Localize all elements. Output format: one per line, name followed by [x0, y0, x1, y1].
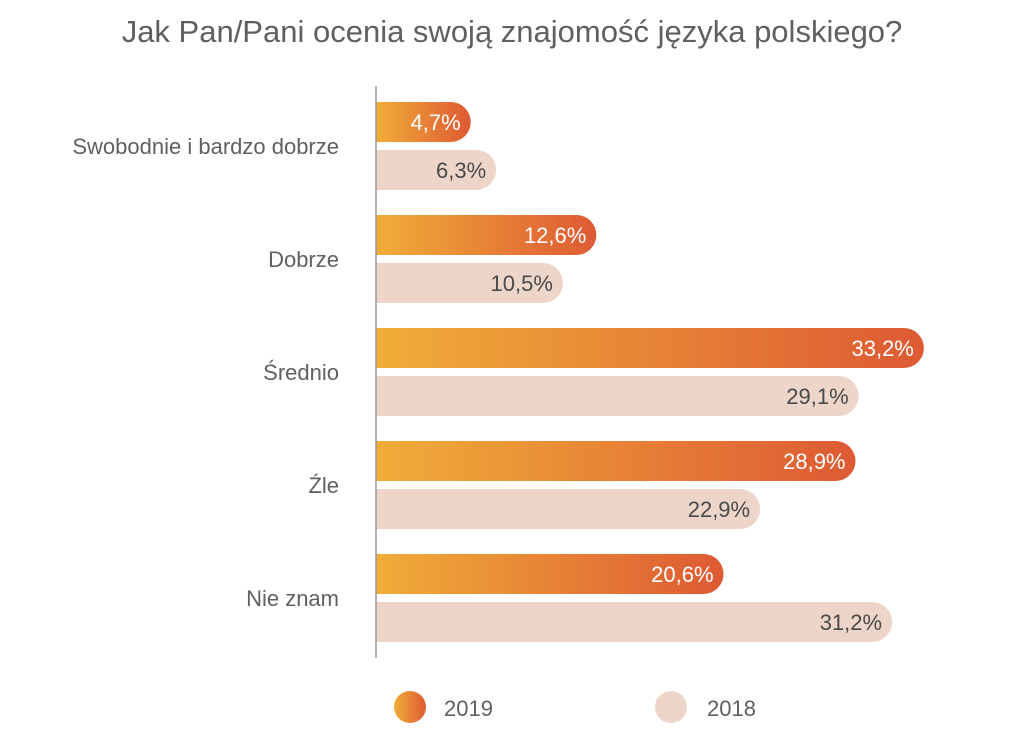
category-labels: Swobodnie i bardzo dobrze Dobrze Średnio Źl…	[72, 134, 339, 611]
category-label-nie-znam: Nie znam	[246, 586, 339, 611]
bar-2019-swobodnie-i-bardzo-dobrze	[376, 102, 471, 142]
value-label-2018-nie-znam: 31,2%	[820, 610, 882, 635]
category-label-swobodnie-i-bardzo-dobrze: Swobodnie i bardzo dobrze	[72, 134, 339, 159]
value-label-2019-swobodnie-i-bardzo-dobrze: 4,7%	[411, 110, 461, 135]
bar-2018-srednio	[376, 376, 859, 416]
value-label-2018-zle: 22,9%	[688, 497, 750, 522]
category-label-dobrze: Dobrze	[268, 247, 339, 272]
value-label-2019-srednio: 33,2%	[851, 336, 913, 361]
value-label-2018-swobodnie-i-bardzo-dobrze: 6,3%	[436, 158, 486, 183]
value-label-2019-nie-znam: 20,6%	[651, 562, 713, 587]
value-label-2019-dobrze: 12,6%	[524, 223, 586, 248]
bar-2018-dobrze	[376, 263, 563, 303]
bars-group: 4,7% 6,3% 12,6% 10,5% 33,2%29,1% 28,9% 22,9% 20…	[376, 102, 924, 642]
bar-2019-dobrze	[376, 215, 597, 255]
value-label-2019-zle: 28,9%	[783, 449, 845, 474]
bar-2018-swobodnie-i-bardzo-dobrze	[376, 150, 497, 190]
chart-title: Jak Pan/Pani ocenia swoją znajomość języ…	[121, 14, 903, 49]
legend: 2019 2018	[394, 691, 756, 723]
legend-swatch-2019	[394, 691, 426, 723]
bar-2018-nie-znam	[376, 602, 893, 642]
legend-swatch-2018	[655, 691, 687, 723]
value-label-2018-srednio: 29,1%	[786, 384, 848, 409]
legend-label-2019: 2019	[444, 696, 493, 721]
bar-2018-zle	[376, 489, 761, 529]
bar-2019-nie-znam	[376, 554, 724, 594]
legend-label-2018: 2018	[707, 696, 756, 721]
bar-2019-zle	[376, 441, 856, 481]
value-label-2018-dobrze: 10,5%	[491, 271, 553, 296]
category-label-srednio: Średnio	[263, 360, 339, 385]
bar-2019-srednio	[376, 328, 924, 368]
category-label-zle: Źle	[308, 473, 339, 498]
